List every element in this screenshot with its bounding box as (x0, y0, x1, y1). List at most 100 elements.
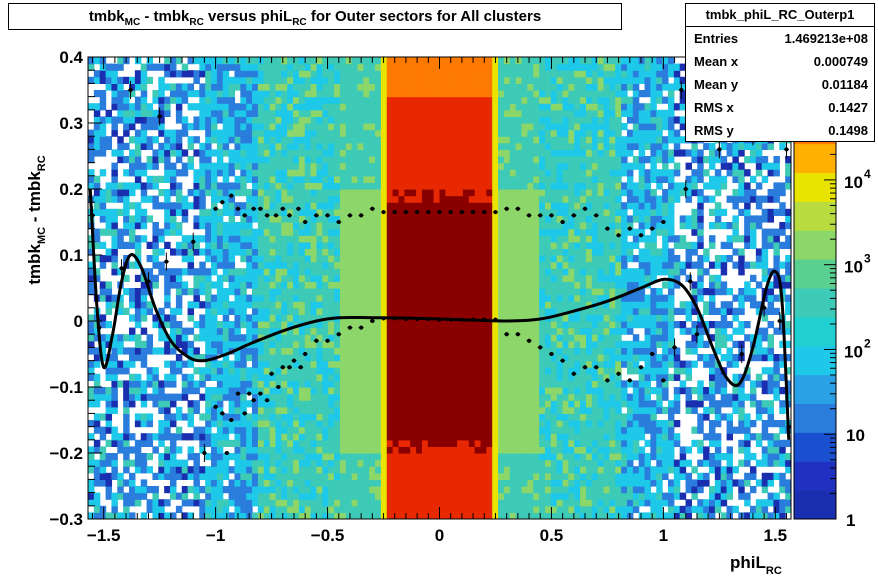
heatmap-cell (310, 453, 318, 461)
heatmap-cell (216, 116, 224, 124)
heatmap-cell (345, 453, 353, 461)
heatmap-cell (404, 129, 411, 137)
heatmap-cell (351, 76, 359, 84)
heatmap-cell (509, 202, 517, 210)
heatmap-cell (93, 241, 101, 249)
heatmap-cell (304, 169, 312, 177)
heatmap-cell (433, 288, 441, 296)
heatmap-cell (462, 109, 470, 117)
heatmap-cell (380, 433, 388, 441)
heatmap-cell (398, 57, 405, 65)
heatmap-cell (287, 76, 294, 84)
heatmap-cell (222, 439, 230, 447)
heatmap-cell (316, 413, 323, 421)
heatmap-cell (527, 327, 534, 335)
heatmap-cell (123, 453, 130, 461)
heatmap-cell (503, 413, 511, 421)
heatmap-cell (480, 274, 487, 282)
heatmap-cell (392, 294, 400, 302)
heatmap-cell (492, 241, 499, 249)
heatmap-cell (392, 202, 400, 210)
heatmap-cell (351, 360, 359, 368)
heatmap-cell (298, 116, 306, 124)
heatmap-cell (246, 347, 253, 355)
heatmap-cell (380, 195, 388, 203)
heatmap-cell (421, 340, 429, 348)
heatmap-cell (410, 96, 417, 104)
heatmap-cell (117, 360, 124, 368)
heatmap-cell (363, 70, 370, 78)
heatmap-cell (287, 439, 294, 447)
heatmap-cell (345, 433, 353, 441)
heatmap-cell (234, 281, 241, 289)
heatmap-cell (298, 208, 306, 216)
heatmap-cell (527, 340, 534, 348)
heatmap-cell (170, 274, 177, 282)
heatmap-cell (181, 347, 189, 355)
heatmap-cell (152, 175, 159, 183)
heatmap-cell (129, 334, 136, 342)
heatmap-cell (398, 340, 405, 348)
heatmap-cell (187, 268, 195, 276)
heatmap-cell (211, 406, 218, 414)
heatmap-cell (527, 162, 534, 170)
heatmap-cell (328, 235, 335, 243)
heatmap-cell (310, 136, 318, 144)
heatmap-cell (369, 426, 376, 434)
heatmap-cell (492, 116, 499, 124)
heatmap-cell (117, 380, 124, 388)
heatmap-cell (134, 103, 142, 111)
heatmap-cell (351, 288, 359, 296)
heatmap-cell (462, 472, 470, 480)
heatmap-cell (88, 235, 95, 243)
heatmap-cell (498, 268, 505, 276)
heatmap-cell (398, 241, 405, 249)
heatmap-cell (234, 505, 241, 513)
heatmap-cell (480, 255, 487, 263)
heatmap-cell (445, 321, 452, 329)
heatmap-cell (416, 373, 423, 381)
heatmap-cell (281, 307, 288, 315)
heatmap-cell (146, 116, 154, 124)
heatmap-cell (457, 499, 464, 507)
heatmap-cell (404, 195, 411, 203)
heatmap-cell (88, 261, 95, 269)
heatmap-cell (205, 466, 212, 474)
heatmap-cell (416, 90, 423, 98)
heatmap-cell (111, 367, 118, 375)
heatmap-cell (486, 334, 493, 342)
heatmap-cell (298, 426, 306, 434)
heatmap-cell (339, 307, 347, 315)
heatmap-cell (392, 136, 400, 144)
heatmap-cell (146, 57, 154, 65)
heatmap-cell (509, 136, 517, 144)
heatmap-cell (111, 255, 118, 263)
heatmap-cell (398, 182, 405, 190)
heatmap-cell (240, 433, 247, 441)
heatmap-cell (152, 248, 159, 256)
heatmap-cell (433, 228, 441, 236)
heatmap-cell (252, 57, 259, 65)
heatmap-cell (105, 301, 113, 309)
heatmap-cell (474, 255, 482, 263)
heatmap-cell (240, 169, 247, 177)
heatmap-cell (392, 387, 400, 395)
heatmap-cell (392, 413, 400, 421)
heatmap-cell (205, 76, 212, 84)
heatmap-cell (445, 459, 452, 467)
heatmap-cell (468, 228, 476, 236)
heatmap-cell (363, 393, 370, 401)
heatmap-cell (134, 453, 142, 461)
heatmap-cell (398, 492, 405, 500)
heatmap-cell (427, 83, 435, 91)
heatmap-cell (404, 433, 411, 441)
heatmap-cell (345, 367, 353, 375)
heatmap-cell (515, 208, 523, 216)
heatmap-cell (93, 327, 101, 335)
heatmap-cell (175, 466, 183, 474)
heatmap-cells (88, 57, 791, 519)
heatmap-cell (222, 367, 230, 375)
heatmap-cell (445, 235, 452, 243)
heatmap-cell (427, 109, 435, 117)
heatmap-cell (380, 116, 388, 124)
